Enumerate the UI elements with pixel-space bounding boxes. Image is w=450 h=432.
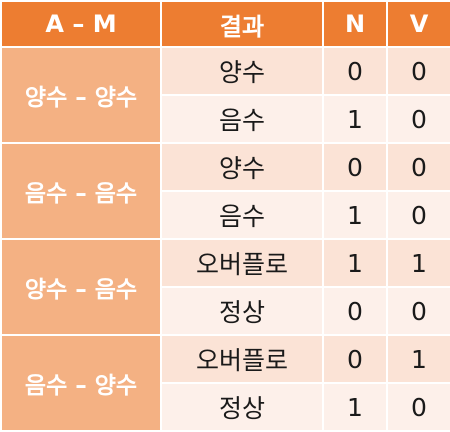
v-flag-cell: 1	[386, 334, 450, 384]
v-flag-cell: 1	[386, 238, 450, 288]
v-flag-cell: 0	[386, 94, 450, 144]
result-cell: 정상	[160, 382, 324, 432]
n-flag-cell: 1	[322, 238, 388, 288]
v-flag-cell: 0	[386, 382, 450, 432]
header-v: V	[386, 0, 450, 48]
table-row: 음수 1 0	[1, 190, 450, 240]
result-cell: 오버플로	[160, 334, 324, 384]
header-n: N	[322, 0, 388, 48]
group-label: 양수 – 양수	[0, 46, 162, 144]
n-flag-cell: 0	[322, 286, 388, 336]
n-flag-cell: 1	[322, 190, 388, 240]
header-row: A – M 결과 N V	[0, 0, 450, 48]
n-flag-cell: 0	[322, 46, 388, 96]
result-cell: 정상	[160, 286, 324, 336]
group-label: 양수 – 음수	[0, 238, 162, 336]
result-cell: 음수	[160, 190, 324, 240]
table-row: 정상 1 0	[1, 382, 450, 432]
table-row: 양수 – 양수 양수 0 0	[0, 46, 450, 144]
result-cell: 음수	[160, 94, 324, 144]
table-row: 음수 – 양수 오버플로 0 1	[0, 334, 450, 432]
result-cell: 양수	[160, 142, 324, 192]
result-cell: 양수	[160, 46, 324, 96]
n-flag-cell: 1	[322, 94, 388, 144]
v-flag-cell: 0	[386, 190, 450, 240]
header-am: A – M	[0, 0, 162, 48]
v-flag-cell: 0	[386, 46, 450, 96]
n-flag-cell: 0	[322, 334, 388, 384]
group-label: 음수 – 음수	[0, 142, 162, 240]
n-flag-cell: 0	[322, 142, 388, 192]
table-row: 정상 0 0	[1, 286, 450, 336]
result-cell: 오버플로	[160, 238, 324, 288]
v-flag-cell: 0	[386, 286, 450, 336]
table-row: 양수 – 음수 오버플로 1 1	[0, 238, 450, 336]
n-flag-cell: 1	[322, 382, 388, 432]
group-label: 음수 – 양수	[0, 334, 162, 432]
header-result: 결과	[160, 0, 324, 48]
v-flag-cell: 0	[386, 142, 450, 192]
table-row: 음수 – 음수 양수 0 0	[0, 142, 450, 240]
